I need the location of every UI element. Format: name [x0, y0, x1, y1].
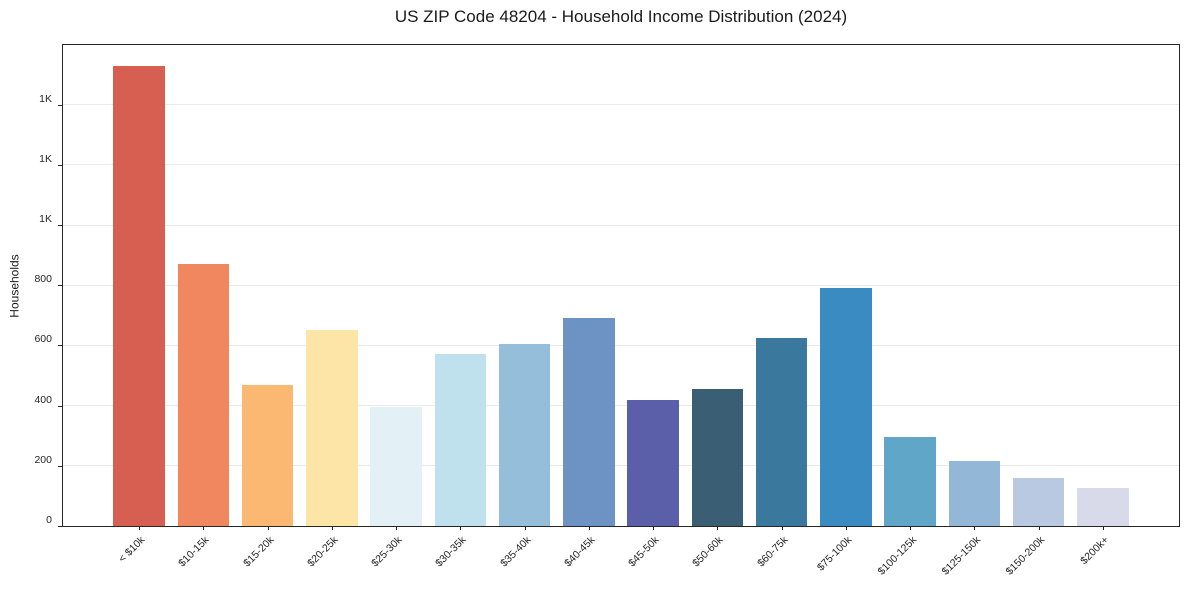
bar-slot: $50-60k — [685, 45, 749, 569]
bar-slot: $200k+ — [1071, 45, 1135, 567]
chart-title: US ZIP Code 48204 - Household Income Dis… — [394, 7, 848, 26]
x-tick-label: $75-100k — [814, 534, 855, 574]
bar-slot: $60-75k — [750, 45, 814, 569]
x-tick-mark — [717, 526, 719, 530]
y-tick-label: 400 — [34, 393, 52, 406]
x-tick-label: $40-45k — [562, 534, 598, 570]
gridline — [63, 465, 1179, 467]
bar — [884, 437, 936, 526]
bar-slot: $40-45k — [557, 45, 621, 569]
gridline — [63, 164, 1179, 166]
x-tick-label: $15-20k — [240, 534, 277, 570]
gridline — [63, 224, 1179, 226]
x-tick-label: $125-150k — [939, 534, 983, 578]
y-tick-label: 1K — [39, 152, 52, 165]
x-tick-label: $30-35k — [433, 534, 469, 570]
bar-slot: $100-125k — [875, 45, 942, 578]
bar — [1012, 477, 1065, 526]
bar — [241, 384, 294, 526]
bar — [563, 318, 615, 526]
x-tick-mark — [396, 526, 398, 530]
x-tick-mark — [460, 526, 462, 530]
y-tick-mark — [58, 526, 62, 527]
x-tick-mark — [331, 526, 333, 530]
x-tick-mark — [910, 526, 912, 530]
y-tick-label: 0 — [46, 514, 52, 526]
y-tick-mark — [58, 285, 62, 287]
x-tick-mark — [203, 526, 205, 530]
bar — [948, 461, 1001, 526]
x-tick-label: $50-60k — [690, 534, 726, 570]
y-tick-mark — [58, 225, 62, 227]
x-tick-label: $200k+ — [1078, 534, 1112, 568]
bar-slot: $125-150k — [939, 45, 1006, 578]
y-tick-label: 800 — [34, 273, 52, 286]
plot-area: < $10k $10-15k $15-20k $20-25k $25-30k $30-35… — [62, 44, 1180, 578]
x-tick-label: < $10k — [116, 534, 148, 565]
x-tick-mark — [845, 526, 847, 530]
bar-slot: $20-25k — [300, 45, 364, 569]
x-tick-mark — [974, 526, 976, 530]
bar-slot: $150-200k — [1004, 45, 1071, 578]
bar — [434, 354, 487, 526]
x-tick-mark — [139, 526, 141, 530]
gridline — [63, 284, 1179, 286]
bar — [820, 288, 872, 526]
y-tick-mark — [58, 164, 62, 166]
y-tick-label: 200 — [34, 453, 52, 466]
bar-slot: $25-30k — [364, 45, 428, 569]
bar — [627, 399, 679, 526]
bar-slot: $75-100k — [814, 45, 878, 573]
gridline — [63, 405, 1179, 407]
x-tick-mark — [588, 526, 590, 530]
bar-slot: $30-35k — [428, 45, 492, 569]
y-tick-mark — [58, 345, 62, 347]
bar-slot: $15-20k — [236, 45, 300, 569]
bar — [306, 330, 358, 526]
bar — [177, 264, 230, 526]
x-tick-label: $25-30k — [369, 534, 405, 570]
x-tick-mark — [1102, 526, 1104, 530]
bar-slot: < $10k — [107, 45, 171, 565]
x-tick-label: $45-50k — [626, 534, 662, 570]
x-tick-label: $20-25k — [305, 534, 341, 570]
y-axis: 0 200 400 600 800 1K 1K 1K — [0, 44, 62, 527]
y-tick-label: 600 — [34, 333, 52, 346]
bar — [1077, 488, 1129, 526]
x-tick-label: $150-200k — [1003, 534, 1048, 578]
y-tick-mark — [58, 465, 62, 467]
y-tick-label: 1K — [39, 92, 52, 105]
bar-slot: $10-15k — [171, 45, 235, 569]
bar — [498, 343, 551, 526]
y-tick-mark — [58, 104, 62, 106]
bar-slot: $45-50k — [621, 45, 685, 569]
x-tick-mark — [267, 526, 269, 530]
y-tick-label: 1K — [39, 213, 52, 226]
x-tick-mark — [781, 526, 783, 530]
x-tick-label: $100-125k — [875, 534, 919, 578]
bars-row: < $10k $10-15k $15-20k $20-25k $25-30k $30-35… — [63, 45, 1179, 578]
bar — [113, 65, 165, 526]
bar — [755, 337, 808, 526]
x-tick-label: $10-15k — [176, 534, 212, 570]
x-tick-label: $35-40k — [497, 534, 534, 570]
x-tick-mark — [653, 526, 655, 530]
x-tick-label: $60-75k — [754, 534, 791, 570]
bar — [691, 389, 744, 526]
y-tick-mark — [58, 405, 62, 407]
gridline — [63, 104, 1179, 106]
x-tick-mark — [524, 526, 526, 530]
bar-slot: $35-40k — [493, 45, 557, 569]
bar — [370, 407, 422, 526]
x-tick-mark — [1038, 526, 1040, 530]
gridline — [63, 344, 1179, 346]
